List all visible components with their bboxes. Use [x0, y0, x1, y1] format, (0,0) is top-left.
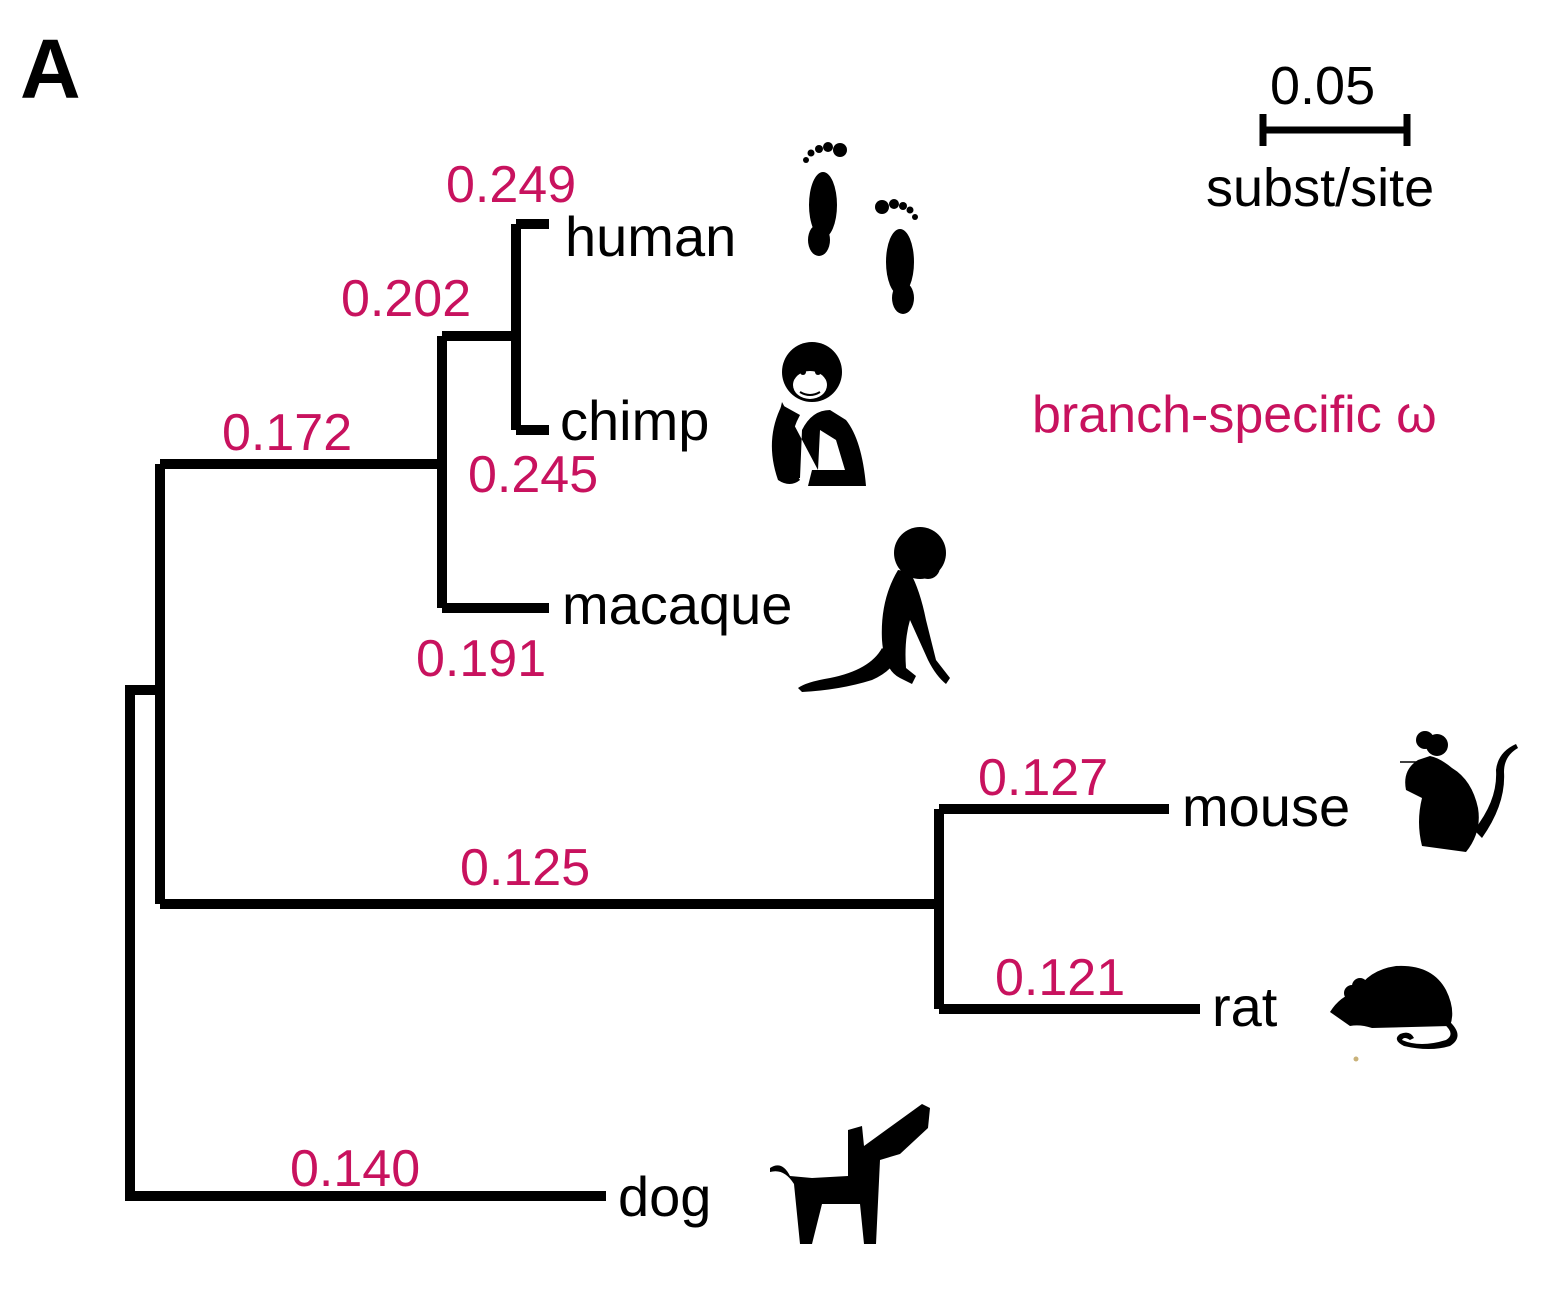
chimpanzee-icon	[771, 342, 866, 486]
taxon-label-dog: dog	[618, 1165, 711, 1228]
taxon-label-macaque: macaque	[562, 573, 792, 636]
omega-rodents: 0.125	[460, 839, 590, 897]
dog-icon	[770, 1104, 930, 1244]
taxon-label-rat: rat	[1212, 975, 1278, 1038]
omega-mouse: 0.127	[978, 749, 1108, 807]
omega-macaque: 0.191	[416, 630, 546, 688]
scale-bar-unit: subst/site	[1206, 158, 1434, 218]
omega-human: 0.249	[446, 156, 576, 214]
rat-icon	[1330, 965, 1458, 1049]
panel-label: A	[20, 22, 81, 116]
taxon-labels: human chimp macaque mouse rat dog	[560, 205, 1350, 1228]
omega-dog: 0.140	[290, 1140, 420, 1198]
omega-rat: 0.121	[995, 949, 1125, 1007]
macaque-icon	[798, 527, 950, 692]
omega-human-chimp: 0.202	[341, 270, 471, 328]
mouse-icon	[1400, 731, 1518, 852]
taxon-label-mouse: mouse	[1182, 775, 1350, 838]
legend-branch-omega: branch-specific ω	[1032, 386, 1437, 444]
taxon-label-chimp: chimp	[560, 389, 709, 452]
scale-bar-value: 0.05	[1270, 56, 1375, 116]
footprints-icon	[803, 142, 918, 314]
branch-dog	[125, 685, 606, 1201]
taxon-label-human: human	[565, 205, 736, 268]
scale-bar: 0.05 subst/site	[1206, 56, 1434, 218]
omega-chimp: 0.245	[468, 446, 598, 504]
stray-dot	[1353, 1056, 1359, 1062]
omega-labels: 0.249 0.202 0.245 0.172 0.191 0.125 0.12…	[222, 156, 1125, 1198]
omega-primates: 0.172	[222, 404, 352, 462]
tree-branches	[125, 219, 1200, 1201]
